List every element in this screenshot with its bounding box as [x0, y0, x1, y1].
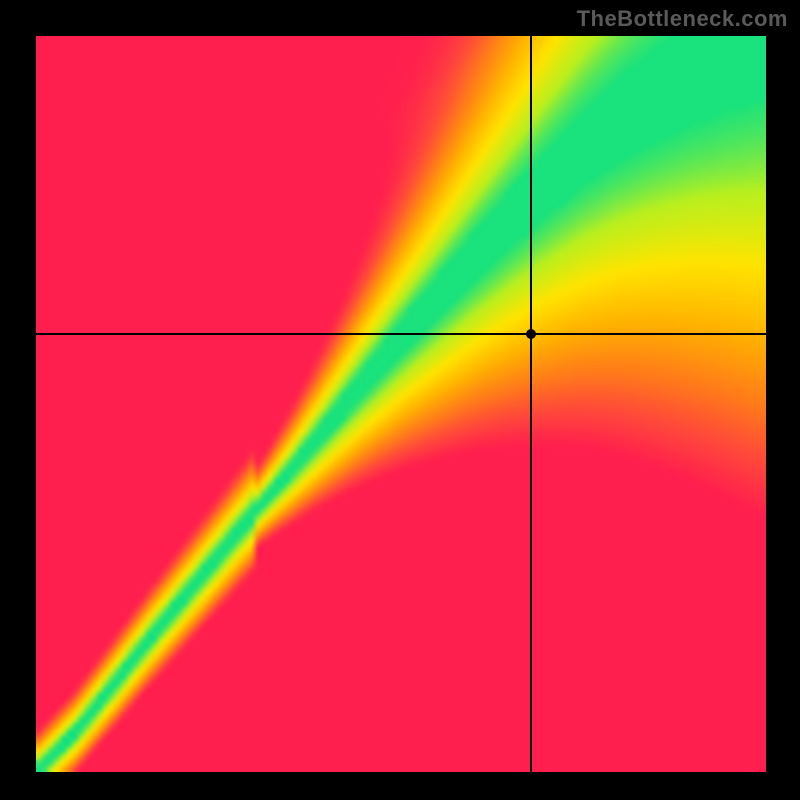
chart-container: TheBottleneck.com: [0, 0, 800, 800]
marker-dot: [526, 329, 536, 339]
watermark-text: TheBottleneck.com: [577, 6, 788, 32]
heatmap-plot: [36, 36, 766, 772]
crosshair-vertical: [530, 36, 532, 772]
crosshair-horizontal: [36, 333, 766, 335]
